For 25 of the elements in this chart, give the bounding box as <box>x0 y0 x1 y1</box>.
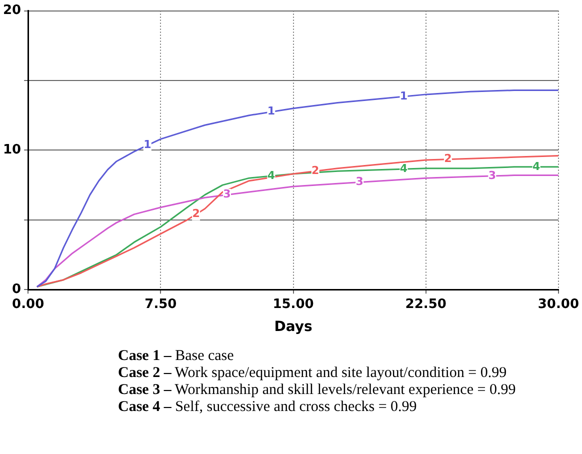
x-tick-label: 0.00 <box>12 296 44 312</box>
y-tick-label: 0 <box>12 282 22 297</box>
text: 1 <box>144 138 152 152</box>
text: 3 <box>488 168 496 182</box>
x-tick-label: 30.00 <box>538 296 579 312</box>
text: 2 <box>444 152 452 166</box>
text: 4 <box>400 162 408 175</box>
series-label: 2 <box>312 164 320 177</box>
x-tick-label: 22.50 <box>405 296 446 312</box>
text: 1 <box>400 89 408 102</box>
text: Case 3 – Workmanship and skill levels/relevant experience = 0.99 <box>118 382 517 399</box>
series-label: 3 <box>223 188 231 201</box>
y-tick-label: 20 <box>2 3 22 18</box>
text: 3 <box>356 175 364 188</box>
text: 4 <box>532 160 540 173</box>
series-label: 4 <box>267 168 276 182</box>
text: Case 1 – Base case <box>118 348 235 365</box>
text: Case 2 – Work space/equipment and site layout/condition = 0.99 <box>118 365 508 382</box>
text: 2 <box>192 207 200 220</box>
series-label: 1 <box>267 104 275 118</box>
x-tick-label: 15.00 <box>272 296 314 312</box>
text: Case 4 – Self, successive and cross checks = 0.99 <box>118 399 418 416</box>
x-axis-title: Days <box>274 319 312 336</box>
y-tick-label: 10 <box>2 142 22 158</box>
x-tick-label: 7.50 <box>144 296 177 312</box>
